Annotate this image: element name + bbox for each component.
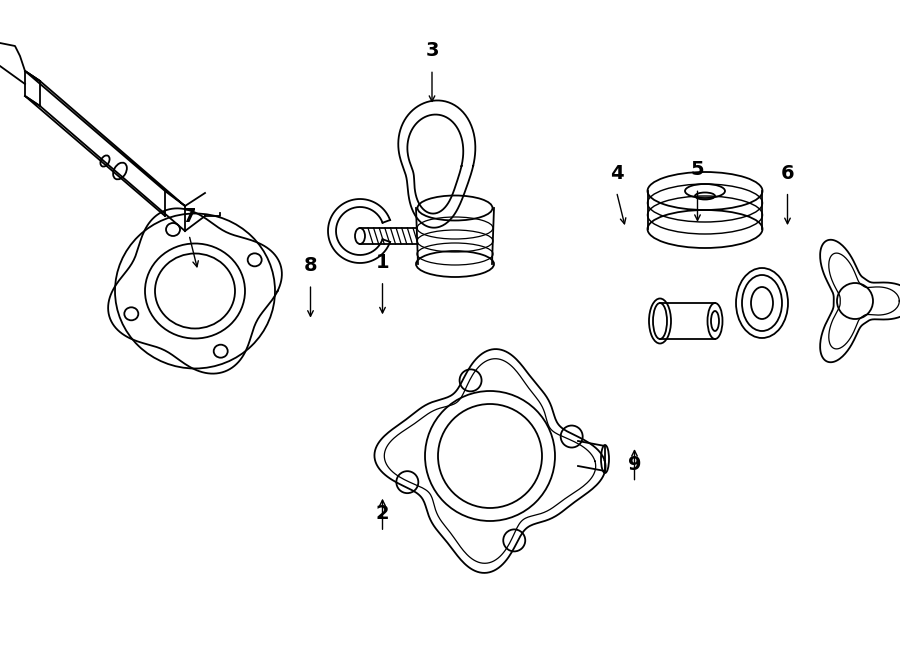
Text: 5: 5 — [690, 161, 705, 179]
Text: 4: 4 — [609, 164, 624, 182]
Text: 2: 2 — [375, 504, 390, 523]
Text: 7: 7 — [182, 207, 196, 225]
Text: 6: 6 — [780, 164, 795, 182]
Text: 1: 1 — [375, 253, 390, 272]
Text: 9: 9 — [628, 455, 641, 473]
Text: 8: 8 — [303, 256, 318, 275]
Text: 3: 3 — [425, 42, 439, 60]
